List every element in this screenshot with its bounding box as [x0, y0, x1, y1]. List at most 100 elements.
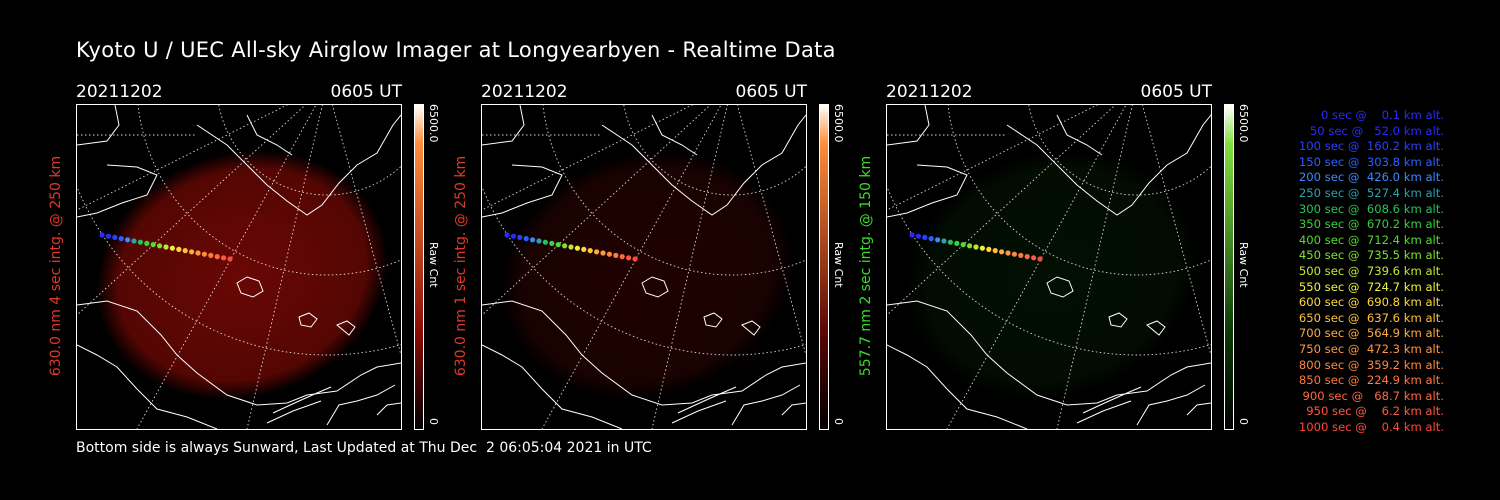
allsky-image — [886, 104, 1212, 430]
trajectory-point — [999, 249, 1005, 255]
trajectory-point — [947, 239, 953, 245]
trajectory-point — [986, 246, 992, 252]
trajectory-point — [176, 246, 182, 252]
colorbar-max: 6500.0 — [1237, 104, 1250, 143]
trajectory-point — [201, 251, 207, 257]
trajectory-point — [1024, 254, 1030, 260]
colorbar-min: 0 — [1237, 418, 1250, 425]
trajectory-legend: 0 sec @ 0.1 km alt. 50 sec @ 52.0 km alt… — [1262, 108, 1444, 435]
trajectory-point — [619, 254, 625, 260]
trajectory-point — [568, 244, 574, 250]
trajectory-point — [562, 243, 568, 249]
panel-time: 0605 UT — [735, 82, 808, 102]
trajectory-point — [105, 233, 111, 239]
panel-time: 0605 UT — [1140, 82, 1213, 102]
panel-date: 20211202 — [76, 82, 163, 102]
colorbar-unit: Raw Cnt — [427, 242, 440, 288]
trajectory-point — [227, 256, 233, 262]
panel-ylabel: 630.0 nm 4 sec intg. @ 250 km — [48, 155, 64, 377]
trajectory-point — [613, 252, 619, 258]
trajectory-point — [941, 238, 947, 244]
legend-row: 400 sec @ 712.4 km alt. — [1298, 232, 1444, 247]
legend-row: 200 sec @ 426.0 km alt. — [1298, 170, 1444, 185]
panel-630-1sec: 20211202 0605 UT 630.0 nm 1 sec intg. @ … — [453, 82, 911, 432]
trajectory-point — [517, 234, 523, 240]
trajectory-point — [221, 255, 227, 261]
legend-row: 450 sec @ 735.5 km alt. — [1298, 248, 1444, 263]
trajectory-point — [530, 237, 536, 243]
trajectory-point — [131, 238, 137, 244]
legend-row: 550 sec @ 724.7 km alt. — [1298, 279, 1444, 294]
colorbar-min: 0 — [832, 418, 845, 425]
legend-row: 700 sec @ 564.9 km alt. — [1298, 326, 1444, 341]
colorbar-max: 6500.0 — [427, 104, 440, 143]
trajectory-point — [169, 245, 175, 251]
legend-row: 1000 sec @ 0.4 km alt. — [1298, 419, 1444, 434]
colorbar-min: 0 — [427, 418, 440, 425]
trajectory-point — [626, 255, 632, 261]
allsky-image — [76, 104, 402, 430]
trajectory-point — [606, 251, 612, 257]
page-title: Kyoto U / UEC All-sky Airglow Imager at … — [76, 38, 836, 62]
legend-row: 850 sec @ 224.9 km alt. — [1298, 373, 1444, 388]
trajectory-point — [915, 233, 921, 239]
trajectory-point — [189, 249, 195, 255]
legend-row: 300 sec @ 608.6 km alt. — [1298, 201, 1444, 216]
trajectory-point — [163, 244, 169, 250]
colorbar-max: 6500.0 — [832, 104, 845, 143]
trajectory-point — [954, 240, 960, 246]
allsky-image — [481, 104, 807, 430]
legend-row: 250 sec @ 527.4 km alt. — [1298, 185, 1444, 200]
trajectory-point — [1018, 252, 1024, 258]
trajectory-point — [112, 234, 118, 240]
legend-row: 100 sec @ 160.2 km alt. — [1298, 139, 1444, 154]
trajectory-point — [922, 234, 928, 240]
trajectory-point — [523, 236, 529, 242]
trajectory-point — [992, 248, 998, 254]
trajectory-point — [195, 250, 201, 256]
trajectory-point — [594, 249, 600, 255]
legend-row: 600 sec @ 690.8 km alt. — [1298, 295, 1444, 310]
trajectory-point — [542, 239, 548, 245]
trajectory-point — [1005, 250, 1011, 256]
trajectory-point — [979, 245, 985, 251]
trajectory-point — [182, 248, 188, 254]
trajectory-point — [967, 243, 973, 249]
colorbar — [819, 104, 829, 430]
legend-row: 50 sec @ 52.0 km alt. — [1306, 123, 1444, 138]
footer-note: Bottom side is always Sunward, Last Upda… — [76, 440, 652, 456]
trajectory-point — [1037, 256, 1043, 262]
legend-row: 650 sec @ 637.6 km alt. — [1298, 310, 1444, 325]
trajectory-point — [144, 240, 150, 246]
legend-row: 900 sec @ 68.7 km alt. — [1302, 388, 1444, 403]
trajectory-point — [549, 240, 555, 246]
legend-row: 150 sec @ 303.8 km alt. — [1298, 154, 1444, 169]
trajectory-point — [1031, 255, 1037, 261]
trajectory-point — [555, 242, 561, 248]
trajectory-point — [118, 236, 124, 242]
colorbar — [414, 104, 424, 430]
trajectory-point — [600, 250, 606, 256]
panel-date: 20211202 — [886, 82, 973, 102]
trajectory-point — [208, 252, 214, 258]
trajectory-point — [574, 245, 580, 251]
trajectory-point — [928, 236, 934, 242]
trajectory-point — [137, 239, 143, 245]
trajectory-point — [587, 248, 593, 254]
trajectory-point — [504, 232, 510, 238]
panel-630-4sec: 20211202 0605 UT 630.0 nm 4 sec intg. @ … — [48, 82, 506, 432]
trajectory-point — [157, 243, 163, 249]
colorbar-unit: Raw Cnt — [1237, 242, 1250, 288]
panel-557-2sec: 20211202 0605 UT 557.7 nm 2 sec intg. @ … — [858, 82, 1316, 432]
colorbar — [1224, 104, 1234, 430]
trajectory-point — [214, 254, 220, 260]
trajectory-point — [99, 232, 105, 238]
legend-row: 800 sec @ 359.2 km alt. — [1298, 357, 1444, 372]
panel-date: 20211202 — [481, 82, 568, 102]
trajectory-point — [536, 238, 542, 244]
trajectory-point — [935, 237, 941, 243]
legend-row: 0 sec @ 0.1 km alt. — [1313, 108, 1444, 122]
trajectory-point — [960, 242, 966, 248]
legend-row: 750 sec @ 472.3 km alt. — [1298, 341, 1444, 356]
trajectory-point — [973, 244, 979, 250]
